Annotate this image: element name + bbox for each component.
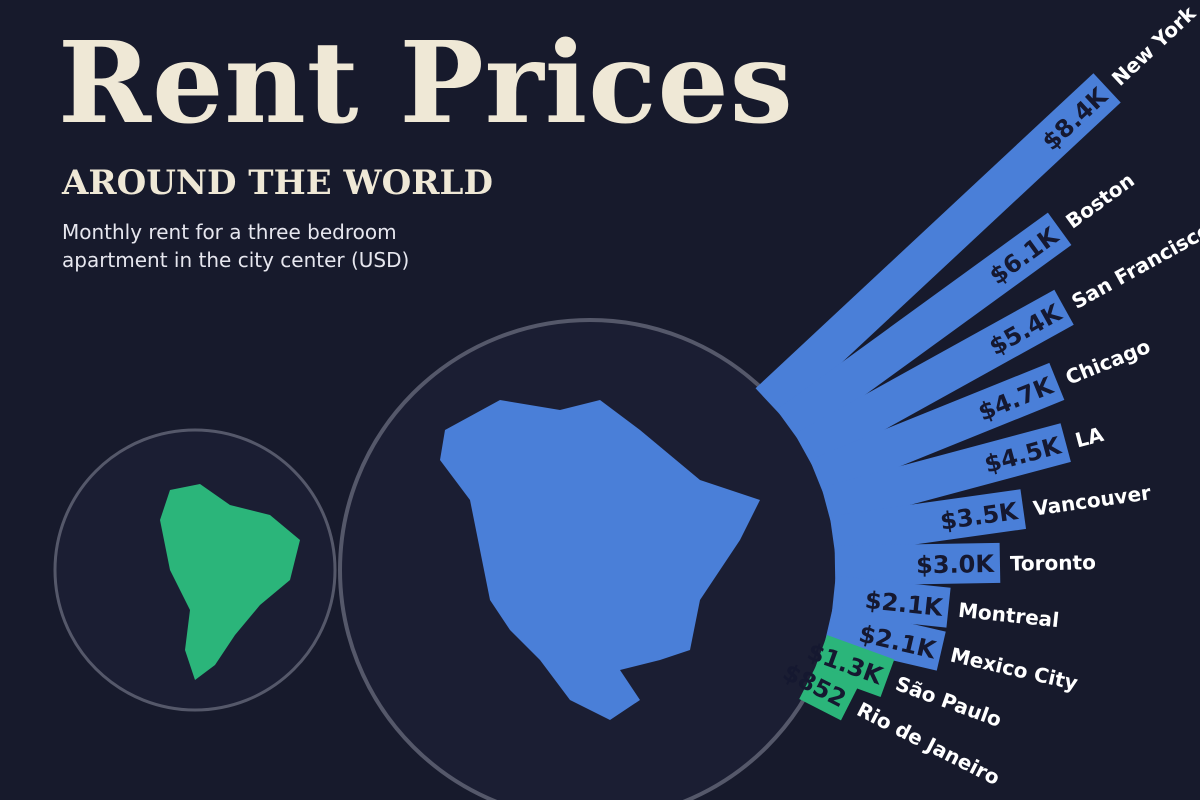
- bar: [776, 212, 1072, 443]
- bar: [829, 489, 1027, 556]
- city-label: New York: [1107, 1, 1200, 91]
- bar: [755, 73, 1121, 418]
- north-america: [440, 400, 760, 720]
- bar: [799, 663, 860, 721]
- bar: [813, 635, 895, 698]
- description: Monthly rent for a three bedroom apartme…: [62, 220, 410, 272]
- bar: [794, 289, 1074, 469]
- bar: [834, 542, 1001, 586]
- bar: [809, 362, 1065, 497]
- city-label: Montreal: [957, 598, 1060, 632]
- bar: [824, 605, 946, 671]
- value-label: $3.0K: [916, 550, 996, 579]
- city-label: Toronto: [1010, 550, 1096, 575]
- subtitle: AROUND THE WORLD: [62, 163, 493, 203]
- city-label: Chicago: [1062, 334, 1154, 390]
- city-label: San Francisco: [1067, 217, 1200, 313]
- city-label: Mexico City: [948, 643, 1080, 696]
- south-america: [160, 484, 300, 680]
- city-label: LA: [1073, 422, 1107, 453]
- city-label: Vancouver: [1032, 480, 1153, 520]
- city-label: Boston: [1061, 168, 1139, 234]
- title: Rent Prices: [58, 18, 794, 149]
- bar: [821, 423, 1071, 526]
- bar-group: $3.0K Toronto: [834, 542, 1096, 586]
